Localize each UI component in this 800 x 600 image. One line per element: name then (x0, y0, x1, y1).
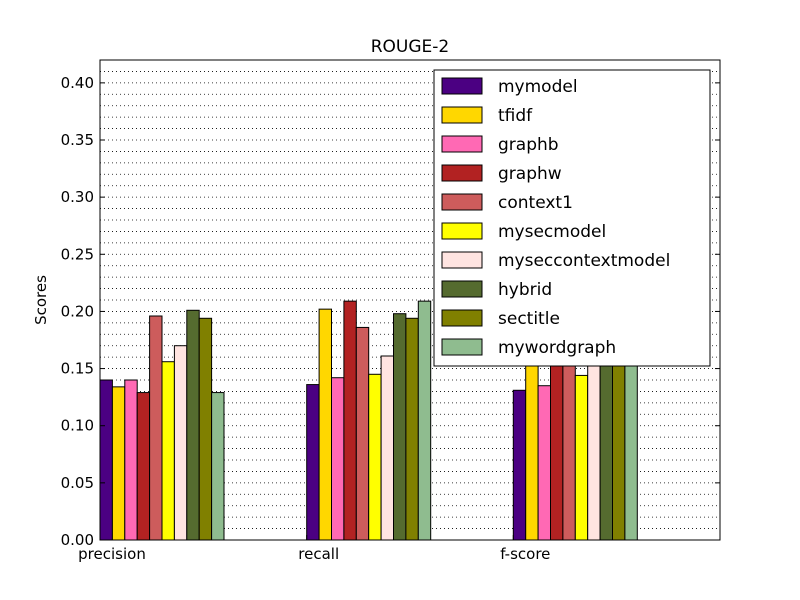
y-tick-label: 0.10 (61, 417, 94, 435)
legend-swatch-graphw (441, 164, 483, 182)
y-ticks: 0.00 0.05 0.10 0.15 0.20 0.25 0.30 0.35 0.40 (61, 74, 720, 549)
x-ticks: precision recall f-score (78, 535, 550, 563)
bars (99, 300, 638, 541)
bar-graphw-f-score (550, 356, 564, 541)
legend-swatch-sectitle (441, 309, 483, 327)
bar-graphb-precision (124, 379, 138, 541)
legend-swatch-hybrid (441, 280, 483, 298)
legend-label-hybrid: hybrid (498, 280, 552, 300)
y-tick-label: 0.00 (61, 531, 94, 549)
y-tick-label: 0.30 (61, 188, 94, 206)
legend-label-mysecmodel: mysecmodel (498, 222, 606, 242)
bar-hybrid-precision (186, 309, 200, 541)
y-tick-label: 0.25 (61, 245, 94, 263)
bar-myseccontextmodel-f-score (587, 356, 601, 541)
y-tick-label: 0.35 (61, 131, 94, 149)
y-tick-label: 0.15 (61, 360, 94, 378)
legend-label-graphw: graphw (498, 164, 562, 184)
bar-mysecmodel-recall (368, 373, 382, 541)
legend-label-mywordgraph: mywordgraph (498, 338, 616, 358)
bar-mysecmodel-precision (161, 361, 175, 541)
legend-swatch-context1 (441, 193, 483, 211)
x-tick-label: precision (78, 545, 146, 563)
legend-swatch-graphb (441, 135, 483, 153)
legend-label-sectitle: sectitle (498, 309, 560, 329)
bar-myseccontextmodel-recall (380, 355, 395, 541)
bar-sectitle-recall (405, 317, 419, 541)
y-tick-label: 0.20 (61, 302, 94, 320)
bar-tfidf-recall (318, 308, 333, 541)
legend-label-tfidf: tfidf (498, 106, 533, 126)
legend-label-myseccontextmodel: myseccontextmodel (498, 251, 670, 271)
bar-mywordgraph-f-score (624, 356, 638, 541)
plot-frame (99, 59, 721, 541)
y-tick-label: 0.40 (61, 74, 94, 92)
legend-swatch-myseccontextmodel (441, 251, 483, 269)
bar-sectitle-precision (198, 317, 213, 541)
legend-swatch-mywordgraph (441, 338, 483, 356)
bar-graphb-f-score (537, 385, 551, 541)
legend-swatch-tfidf (441, 106, 483, 124)
legend-label-context1: context1 (498, 193, 573, 213)
bar-hybrid-recall (393, 313, 407, 541)
chart-title: ROUGE-2 (371, 37, 450, 57)
legend-swatch-mysecmodel (441, 222, 483, 240)
bar-tfidf-precision (111, 386, 126, 541)
bar-graphw-precision (136, 392, 151, 541)
bar-mymodel-precision (99, 379, 113, 541)
x-tick-label: f-score (500, 545, 550, 563)
legend-swatch-mymodel (441, 77, 483, 95)
y-axis-label: Scores (32, 275, 50, 325)
bar-myseccontextmodel-precision (173, 345, 188, 541)
bar-mysecmodel-f-score (574, 374, 589, 541)
bar-context1-recall (355, 326, 370, 541)
bar-mywordgraph-precision (211, 392, 225, 541)
bar-mymodel-f-score (512, 389, 527, 541)
bar-graphw-recall (343, 300, 357, 541)
bar-graphb-recall (331, 377, 345, 541)
bar-mywordgraph-recall (417, 300, 432, 541)
bar-mymodel-recall (306, 384, 320, 541)
x-tick-label: recall (298, 545, 339, 563)
bar-tfidf-f-score (525, 350, 539, 541)
legend-label-mymodel: mymodel (498, 77, 578, 97)
y-tick-label: 0.05 (61, 474, 94, 492)
bar-context1-precision (149, 315, 163, 541)
legend-label-graphb: graphb (498, 135, 559, 155)
legend: mymodel tfidf graphb graphw context1 mysecmod… (433, 69, 711, 367)
